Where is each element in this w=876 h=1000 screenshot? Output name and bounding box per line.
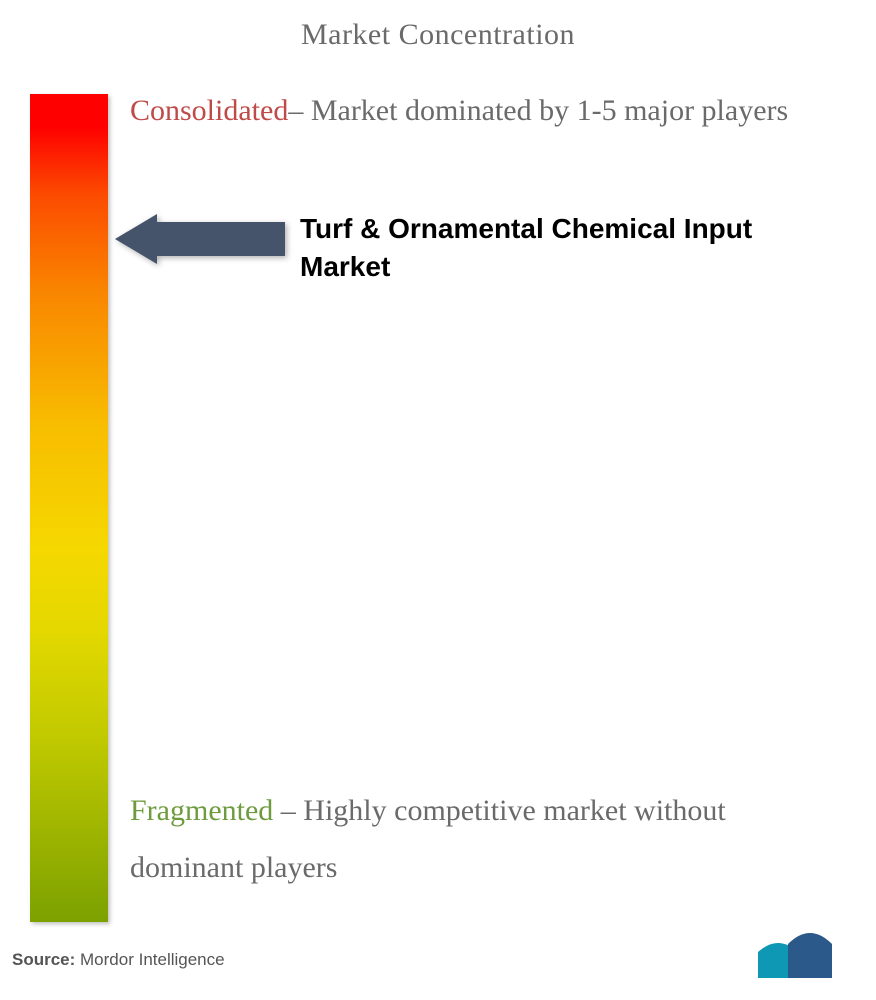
source-prefix: Source: — [12, 950, 75, 969]
left-arrow-icon — [115, 214, 285, 264]
arrow-head — [115, 214, 157, 264]
fragmented-word: Fragmented — [130, 794, 273, 827]
chart-content: Consolidated– Market dominated by 1-5 ma… — [0, 82, 876, 932]
chart-title: Market Concentration — [0, 0, 876, 52]
consolidated-desc: – Market dominated by 1-5 major players — [288, 94, 788, 127]
consolidated-word: Consolidated — [130, 94, 288, 127]
logo-bar-2 — [788, 933, 832, 978]
concentration-gradient-bar — [30, 94, 108, 922]
arrow-body — [155, 222, 285, 256]
consolidated-label: Consolidated– Market dominated by 1-5 ma… — [130, 82, 830, 139]
source-value: Mordor Intelligence — [75, 950, 224, 969]
mordor-logo-icon — [750, 922, 860, 986]
marker-arrow-wrap — [115, 214, 285, 264]
source-attribution: Source: Mordor Intelligence — [12, 950, 225, 970]
fragmented-label: Fragmented – Highly competitive market w… — [130, 782, 830, 896]
market-marker-label: Turf & Ornamental Chemical Input Market — [300, 210, 820, 286]
